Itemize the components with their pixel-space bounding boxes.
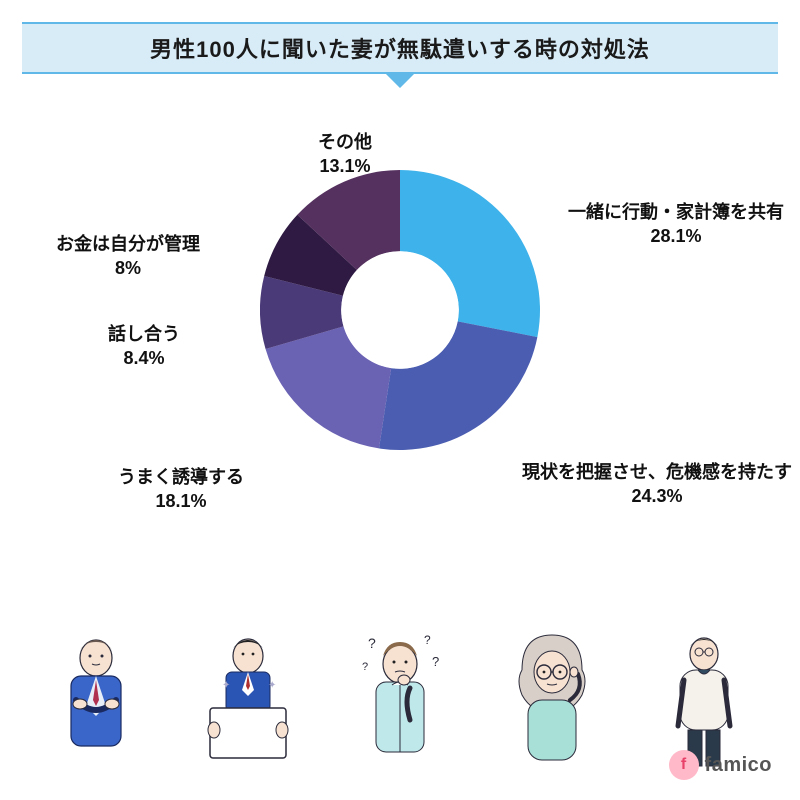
svg-text:?: ? <box>424 633 431 647</box>
slice-label-pct: 13.1% <box>318 154 372 178</box>
page-title: 男性100人に聞いた妻が無駄遣いする時の対処法 <box>150 32 650 64</box>
slice-label-pct: 24.3% <box>522 484 792 508</box>
slice-label-pct: 8% <box>56 256 200 280</box>
slice-label: うまく誘導する18.1% <box>118 465 244 514</box>
slice-label: お金は自分が管理8% <box>56 232 200 281</box>
slice-label-text: うまく誘導する <box>118 465 244 489</box>
businessman-arms-crossed-icon <box>36 630 156 770</box>
confused-man-thinking-icon: ? ? ? ? <box>340 630 460 770</box>
donut-chart <box>260 170 540 450</box>
donut-chart-area: 一緒に行動・家計簿を共有28.1% 現状を把握させ、危機感を持たす24.3% うまく… <box>0 120 800 600</box>
svg-text:?: ? <box>432 654 439 669</box>
woman-with-glasses-icon <box>492 630 612 770</box>
brand-logo: f famico <box>669 750 772 780</box>
slice-label: 一緒に行動・家計簿を共有28.1% <box>568 200 784 249</box>
svg-text:?: ? <box>368 635 376 651</box>
slice-label-text: お金は自分が管理 <box>56 232 200 256</box>
svg-text:?: ? <box>362 661 368 673</box>
casual-man-standing-icon <box>644 630 764 770</box>
title-pointer-icon <box>386 74 414 88</box>
slice-label-text: 現状を把握させ、危機感を持たす <box>522 460 792 484</box>
slice-label-text: その他 <box>318 130 372 154</box>
slice-label-text: 話し合う <box>108 322 180 346</box>
slice-label: 現状を把握させ、危機感を持たす24.3% <box>522 460 792 509</box>
slice-label: その他13.1% <box>318 130 372 179</box>
slice-label-pct: 18.1% <box>118 489 244 513</box>
svg-text:✦: ✦ <box>268 680 276 691</box>
svg-text:✦: ✦ <box>222 680 230 691</box>
title-banner: 男性100人に聞いた妻が無駄遣いする時の対処法 <box>22 22 778 74</box>
slice-label: 話し合う8.4% <box>108 322 180 371</box>
slice-label-pct: 8.4% <box>108 346 180 370</box>
slice-label-text: 一緒に行動・家計簿を共有 <box>568 200 784 224</box>
people-illustrations: ✦ ✦ ? ? ? ? <box>20 625 780 770</box>
slice-label-pct: 28.1% <box>568 224 784 248</box>
logo-text: famico <box>705 754 772 777</box>
man-holding-board-icon: ✦ ✦ <box>188 630 308 770</box>
logo-mark-icon: f <box>669 750 699 780</box>
